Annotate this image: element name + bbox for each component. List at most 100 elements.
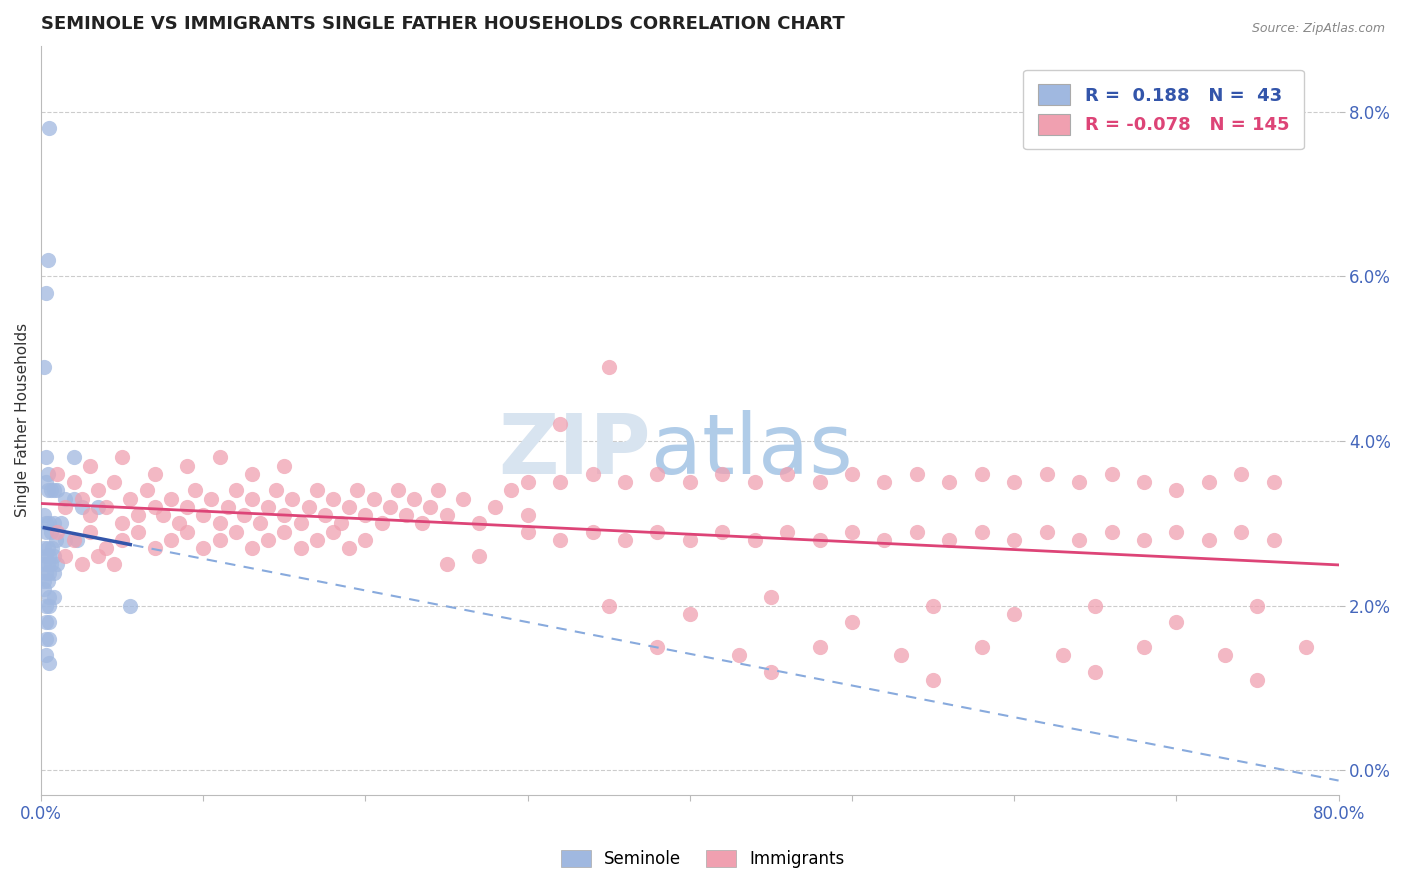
Point <box>647 640 669 654</box>
Point <box>176 458 198 473</box>
Legend: Seminole, Immigrants: Seminole, Immigrants <box>554 843 852 875</box>
Point <box>841 524 863 539</box>
Point <box>184 483 207 498</box>
Point <box>1035 467 1057 481</box>
Point <box>37 252 59 267</box>
Point <box>208 450 231 465</box>
Point <box>841 467 863 481</box>
Point <box>176 500 198 514</box>
Point <box>217 500 239 514</box>
Point <box>404 491 426 506</box>
Point <box>305 483 328 498</box>
Point <box>411 516 433 531</box>
Point <box>581 524 603 539</box>
Point <box>42 483 65 498</box>
Point <box>273 458 295 473</box>
Point <box>208 533 231 547</box>
Text: atlas: atlas <box>651 409 852 491</box>
Point <box>46 467 69 481</box>
Point <box>87 483 110 498</box>
Point <box>922 599 945 613</box>
Y-axis label: Single Father Households: Single Father Households <box>15 323 30 517</box>
Point <box>808 533 831 547</box>
Point <box>298 500 321 514</box>
Point <box>127 524 149 539</box>
Point <box>143 467 166 481</box>
Point <box>548 475 571 490</box>
Point <box>598 599 620 613</box>
Point <box>35 549 58 564</box>
Point <box>55 549 77 564</box>
Point <box>273 524 295 539</box>
Point <box>38 657 60 671</box>
Point <box>70 491 93 506</box>
Point <box>240 541 263 555</box>
Point <box>70 558 93 572</box>
Point <box>744 533 766 547</box>
Point <box>711 524 734 539</box>
Point <box>679 533 702 547</box>
Point <box>1067 475 1090 490</box>
Point <box>873 475 896 490</box>
Point <box>614 533 637 547</box>
Point <box>120 491 142 506</box>
Point <box>273 508 295 522</box>
Point <box>257 500 280 514</box>
Point <box>679 607 702 621</box>
Point <box>727 648 749 662</box>
Point <box>330 516 353 531</box>
Point <box>922 673 945 687</box>
Point <box>281 491 304 506</box>
Point <box>167 516 190 531</box>
Point <box>516 524 538 539</box>
Point <box>337 541 360 555</box>
Point <box>1101 467 1123 481</box>
Point <box>759 665 782 679</box>
Point <box>337 500 360 514</box>
Point <box>1166 483 1188 498</box>
Point <box>1035 524 1057 539</box>
Point <box>1084 665 1107 679</box>
Point <box>38 121 60 136</box>
Point <box>1246 673 1268 687</box>
Point <box>225 483 247 498</box>
Point <box>1084 599 1107 613</box>
Point <box>34 582 56 597</box>
Point <box>1263 533 1285 547</box>
Point <box>39 483 62 498</box>
Point <box>970 524 993 539</box>
Point <box>776 524 799 539</box>
Point <box>35 475 58 490</box>
Point <box>1198 475 1220 490</box>
Point <box>55 500 77 514</box>
Point <box>1230 524 1253 539</box>
Point <box>387 483 409 498</box>
Point <box>436 508 458 522</box>
Point <box>45 533 67 547</box>
Point <box>193 541 215 555</box>
Point <box>905 467 928 481</box>
Text: SEMINOLE VS IMMIGRANTS SINGLE FATHER HOUSEHOLDS CORRELATION CHART: SEMINOLE VS IMMIGRANTS SINGLE FATHER HOU… <box>41 15 845 33</box>
Point <box>34 541 56 555</box>
Point <box>34 359 56 374</box>
Point <box>143 541 166 555</box>
Text: Source: ZipAtlas.com: Source: ZipAtlas.com <box>1251 22 1385 36</box>
Point <box>39 524 62 539</box>
Point <box>1002 533 1025 547</box>
Point <box>890 648 912 662</box>
Point <box>35 566 58 580</box>
Point <box>120 599 142 613</box>
Point <box>38 615 60 629</box>
Point <box>1230 467 1253 481</box>
Point <box>35 648 58 662</box>
Point <box>103 475 125 490</box>
Point <box>160 491 183 506</box>
Point <box>711 467 734 481</box>
Point <box>37 574 59 588</box>
Point <box>1002 607 1025 621</box>
Point <box>111 516 134 531</box>
Point <box>35 599 58 613</box>
Point <box>34 574 56 588</box>
Point <box>35 615 58 629</box>
Point <box>38 549 60 564</box>
